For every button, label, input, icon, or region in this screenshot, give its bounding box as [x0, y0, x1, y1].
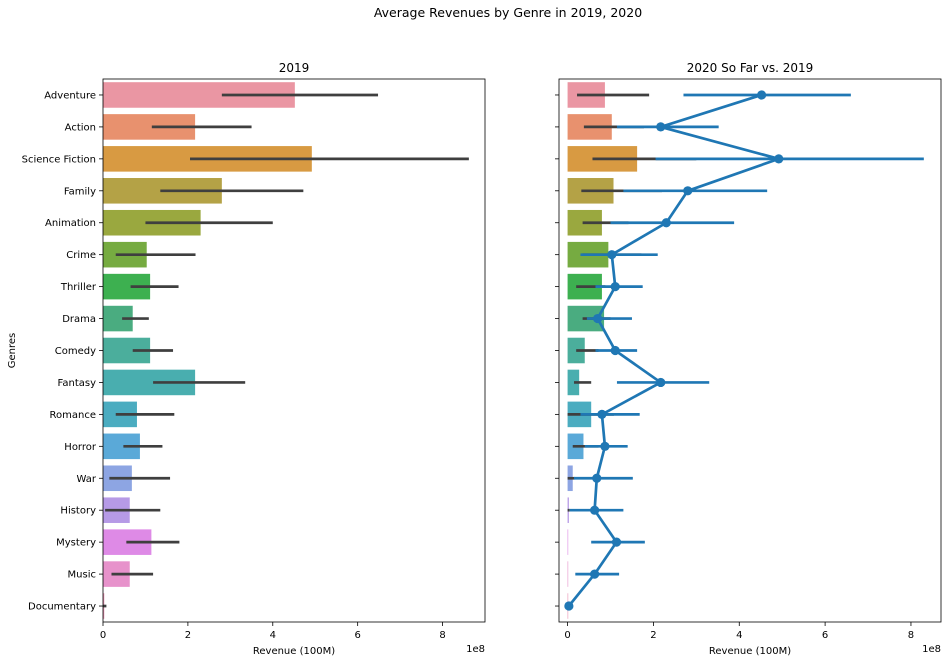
y-tick-label: Drama — [62, 314, 96, 325]
bar-mystery — [567, 529, 569, 555]
x-tick-label: 2 — [650, 630, 656, 641]
axes-title: 2019 — [279, 61, 310, 75]
point-adventure — [756, 90, 767, 100]
y-tick-label: Animation — [45, 218, 96, 229]
y-tick-label: Music — [68, 570, 96, 581]
point-romance — [597, 409, 607, 419]
x-tick-label: 8 — [439, 630, 445, 641]
axes-2019: 0 2 4 6 8 Adventure Action Science Fiction Famil… — [7, 61, 486, 657]
y-axis-label: Genres — [7, 333, 18, 369]
point-mystery — [611, 537, 622, 547]
x-tick-label: 6 — [822, 630, 828, 641]
point-history — [590, 505, 600, 515]
y-tick-label: Mystery — [56, 538, 96, 549]
point-animation — [661, 218, 671, 228]
y-tick-label: History — [60, 506, 96, 517]
point-action — [656, 122, 666, 132]
x-axis-label: Revenue (100M) — [253, 646, 335, 657]
x-tick-label: 0 — [564, 630, 570, 641]
y-tick-label: Horror — [64, 442, 97, 453]
x-tick-label: 2 — [185, 630, 191, 641]
x-tick-label: 6 — [354, 630, 360, 641]
point-fantasy — [656, 377, 666, 388]
x-tick-label: 8 — [908, 630, 914, 641]
point-family — [683, 186, 693, 196]
y-tick-label: Thriller — [60, 282, 97, 293]
figure-suptitle: Average Revenues by Genre in 2019, 2020 — [374, 5, 642, 20]
x-tick-label: 4 — [270, 630, 276, 641]
x-axis-label: Revenue (100M) — [709, 646, 791, 657]
bar-fantasy — [567, 369, 580, 396]
point-documentary — [564, 601, 574, 611]
axes-title: 2020 So Far vs. 2019 — [687, 61, 814, 75]
y-tick-label: Adventure — [44, 90, 96, 101]
y-tick-label: Romance — [50, 410, 96, 421]
axes-2020-vs-2019: 0 2 4 6 8 2020 So Far vs. 2019 Revenue (100M) 1… — [555, 61, 942, 657]
x-offset-text: 1e8 — [922, 644, 941, 655]
y-tick-label: Family — [64, 186, 96, 197]
x-offset-text: 1e8 — [466, 644, 485, 655]
point-crime — [607, 250, 617, 260]
point-comedy — [610, 345, 620, 356]
point-horror — [600, 441, 610, 451]
y-tick-label: Action — [65, 122, 96, 133]
x-tick-label: 4 — [736, 630, 742, 641]
point-music — [590, 569, 600, 579]
y-tick-label: Documentary — [28, 602, 96, 613]
point-science-fiction — [774, 154, 784, 164]
point-drama — [593, 313, 603, 324]
y-tick-label: Crime — [66, 250, 96, 261]
y-tick-label: Fantasy — [58, 378, 97, 389]
y-tick-label: War — [77, 474, 97, 485]
y-tick-label: Comedy — [55, 346, 96, 357]
x-tick-label: 0 — [100, 630, 106, 641]
bar-music — [567, 561, 569, 587]
point-war — [592, 473, 602, 483]
point-thriller — [610, 282, 620, 292]
y-tick-label: Science Fiction — [22, 154, 96, 165]
